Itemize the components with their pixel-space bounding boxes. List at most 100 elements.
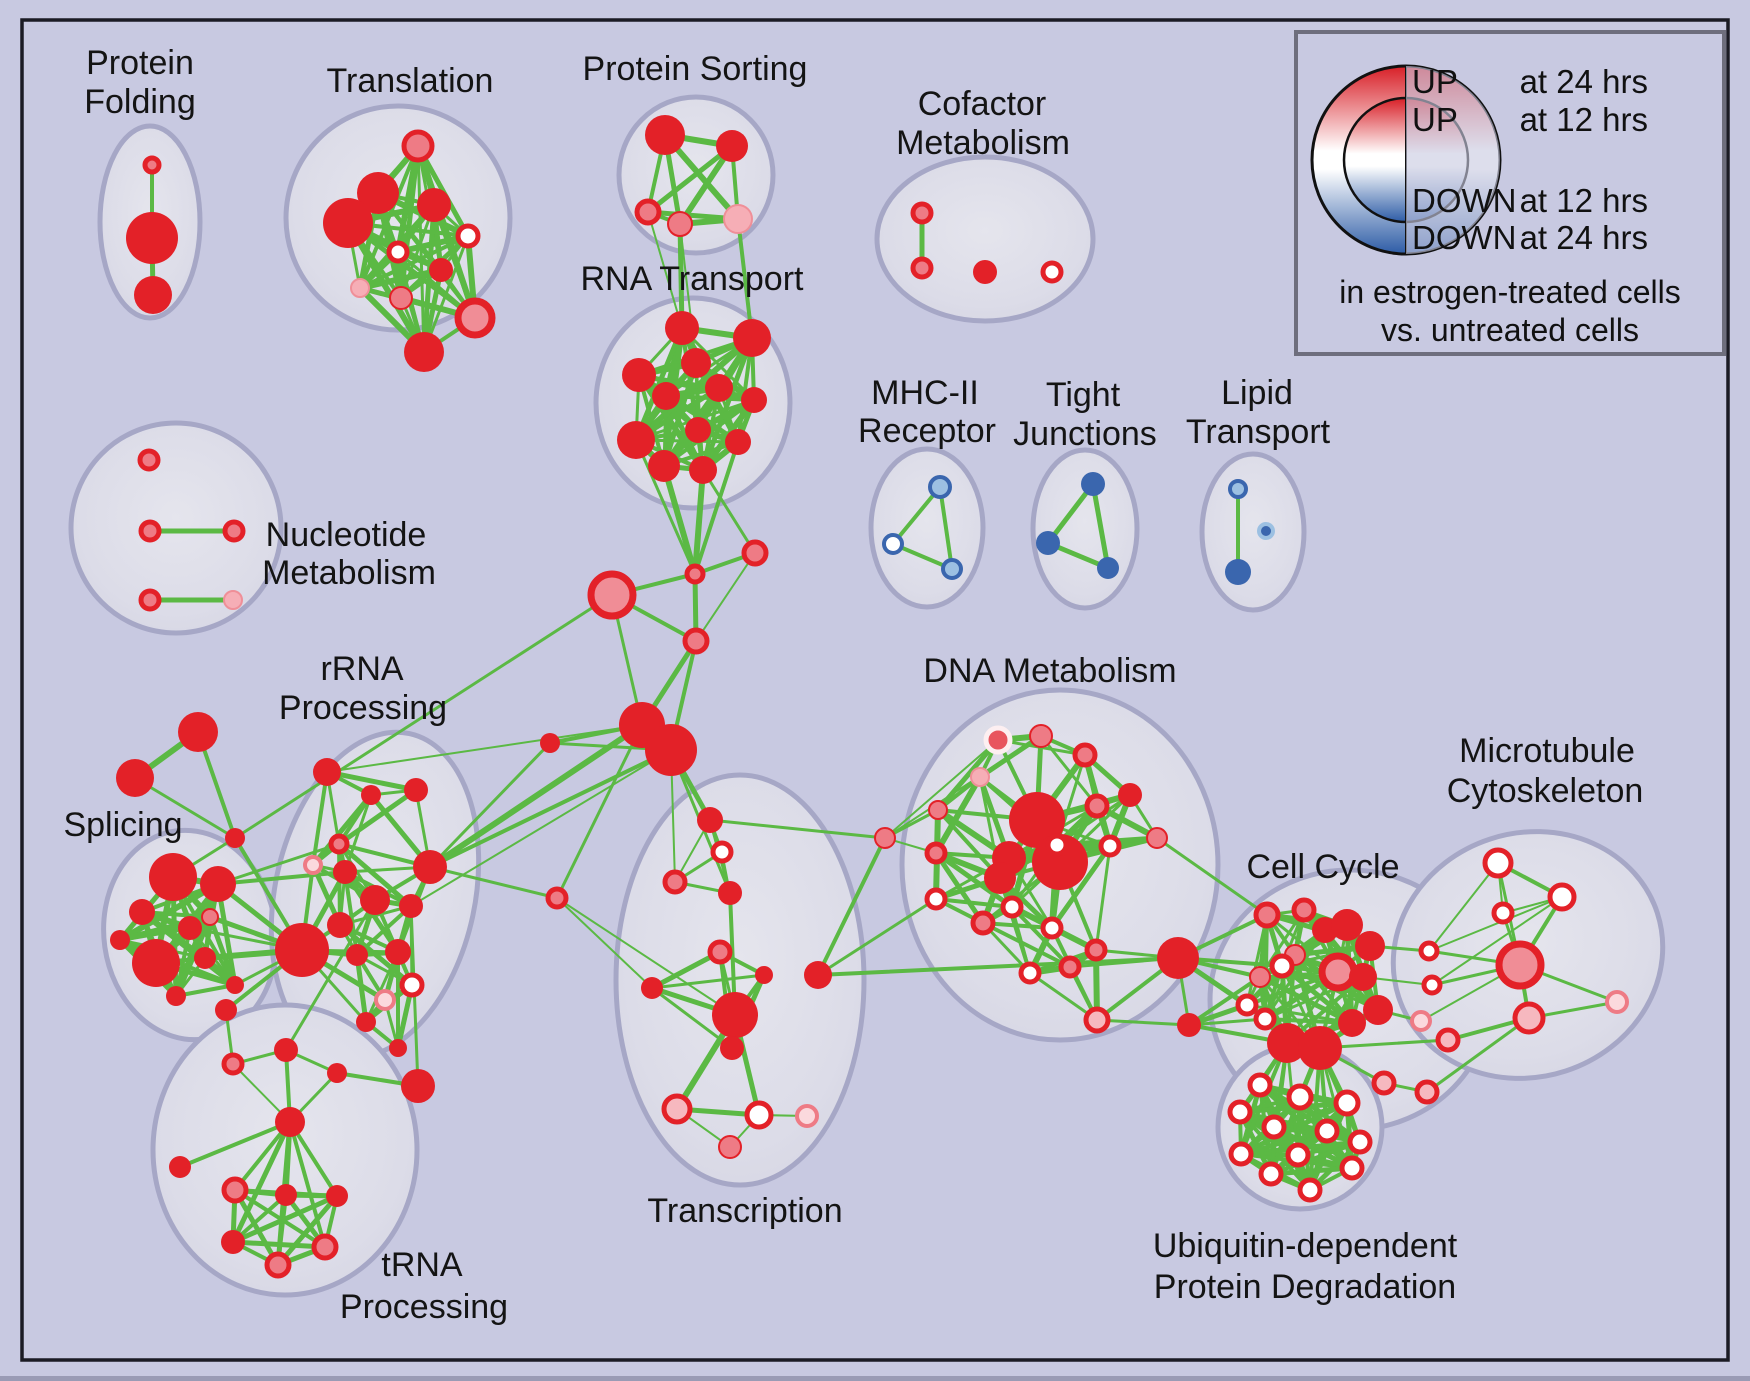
network-node [1157, 937, 1199, 979]
network-node [1491, 901, 1515, 925]
network-edge [934, 897, 1014, 909]
network-node [116, 759, 154, 797]
network-edge [1245, 913, 1269, 1007]
cluster-label-ubiquitin-degradation: Protein Degradation [1154, 1268, 1456, 1306]
network-node [681, 348, 711, 378]
network-edge [736, 217, 754, 340]
figure-frame [20, 18, 1730, 1362]
network-node [684, 563, 706, 585]
network-edge [345, 220, 478, 321]
cluster-label-transcription: Transcription [647, 1192, 842, 1230]
network-edge [701, 468, 757, 555]
network-edge [1425, 1016, 1531, 1094]
network-node [413, 850, 447, 884]
network-node [1227, 1099, 1253, 1125]
network-node [1269, 953, 1295, 979]
network-node [662, 869, 688, 895]
network-edge [555, 723, 644, 900]
network-node [661, 1093, 693, 1125]
network-node [401, 1069, 435, 1103]
network-node [1347, 1129, 1373, 1155]
cluster-label-protein-folding: Folding [84, 83, 196, 121]
cluster-label-ubiquitin-degradation: Ubiquitin-dependent [1153, 1227, 1458, 1265]
network-node [1036, 531, 1060, 555]
network-edge [1187, 1017, 1267, 1027]
network-node [1235, 993, 1259, 1017]
network-node [221, 1176, 249, 1204]
network-node [720, 1036, 744, 1060]
network-edge [173, 914, 213, 999]
cluster-label-nucleotide-metabolism: Metabolism [262, 554, 436, 592]
network-edge [647, 211, 683, 329]
cluster-ellipse-nucleotide-metabolism [68, 420, 284, 636]
network-edge [1155, 836, 1269, 917]
network-edge [326, 724, 643, 773]
network-edge [230, 1193, 340, 1245]
network-node [1371, 1070, 1397, 1096]
network-node [129, 899, 155, 925]
cluster-label-microtubule-cytoskeleton: Cytoskeleton [1447, 772, 1644, 810]
network-edge [230, 1239, 328, 1250]
network-edge [428, 865, 559, 900]
network-node [399, 972, 425, 998]
network-node [323, 198, 373, 248]
network-edge [174, 983, 237, 998]
network-node [718, 1135, 742, 1159]
network-node [910, 201, 934, 225]
nodes-layer [110, 115, 1629, 1279]
network-node [303, 855, 323, 875]
network-edge [1010, 905, 1072, 969]
network-node [1058, 955, 1082, 979]
cluster-label-mhc-ii-receptor: MHC-II [871, 374, 979, 412]
network-node [1257, 522, 1275, 540]
network-node [1040, 916, 1064, 940]
network-node [1435, 1027, 1461, 1053]
network-node [326, 1185, 348, 1207]
network-node [389, 1039, 407, 1057]
network-node [1331, 909, 1363, 941]
legend-row-label: UP [1412, 63, 1458, 100]
network-node [1098, 834, 1122, 858]
network-node [665, 311, 699, 345]
network-node [374, 989, 396, 1011]
network-node [733, 319, 771, 357]
legend-footer: in estrogen-treated cells [1339, 274, 1681, 310]
network-node [1084, 938, 1108, 962]
network-node [138, 519, 162, 543]
legend-donut-fade [1406, 66, 1500, 254]
network-edge [693, 440, 740, 576]
network-node [1040, 260, 1064, 284]
network-node [741, 539, 769, 567]
network-edge [1187, 975, 1262, 1027]
network-edge [695, 552, 756, 642]
network-node [327, 912, 353, 938]
network-edge [938, 485, 954, 571]
network-node [1253, 901, 1281, 929]
network-edge [427, 722, 645, 870]
network-edge [649, 949, 723, 991]
network-edge [677, 221, 685, 331]
cluster-label-mhc-ii-receptor: Receptor [858, 412, 996, 450]
network-edge [891, 485, 942, 546]
network-node [928, 800, 948, 820]
network-node [138, 588, 162, 612]
network-node [201, 908, 219, 926]
network-node [1333, 1089, 1361, 1117]
network-node [1261, 1114, 1287, 1140]
network-node [1267, 1023, 1307, 1063]
network-edge [816, 836, 887, 977]
network-edge [1239, 1041, 1289, 1156]
network-edge [1049, 843, 1113, 931]
network-node [645, 115, 685, 155]
network-node [1247, 1072, 1273, 1098]
network-edge [288, 1120, 327, 1249]
legend-row-label: DOWN [1412, 182, 1516, 219]
network-node [641, 977, 663, 999]
network-node [429, 258, 453, 282]
network-node [275, 1184, 297, 1206]
network-node [652, 382, 680, 410]
network-node [716, 130, 748, 162]
network-edge [1039, 734, 1099, 808]
network-node [1029, 724, 1053, 748]
